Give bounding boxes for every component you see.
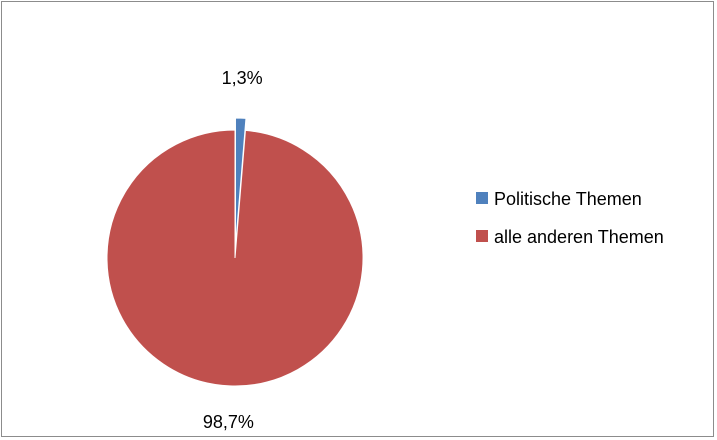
legend-swatch-politische-themen <box>476 192 488 204</box>
legend-entry-politische-themen: Politische Themen <box>494 189 642 209</box>
data-labels: 1,3% 98,7% <box>203 68 263 432</box>
legend: Politische Themen alle anderen Themen <box>476 189 664 247</box>
data-label-alle-anderen-themen: 98,7% <box>203 412 254 432</box>
pie-slices <box>106 117 364 387</box>
legend-entry-alle-anderen-themen: alle anderen Themen <box>494 227 664 247</box>
data-label-politische-themen: 1,3% <box>222 68 263 88</box>
legend-swatch-alle-anderen-themen <box>476 230 488 242</box>
pie-slice-alle-anderen-themen <box>106 129 364 387</box>
